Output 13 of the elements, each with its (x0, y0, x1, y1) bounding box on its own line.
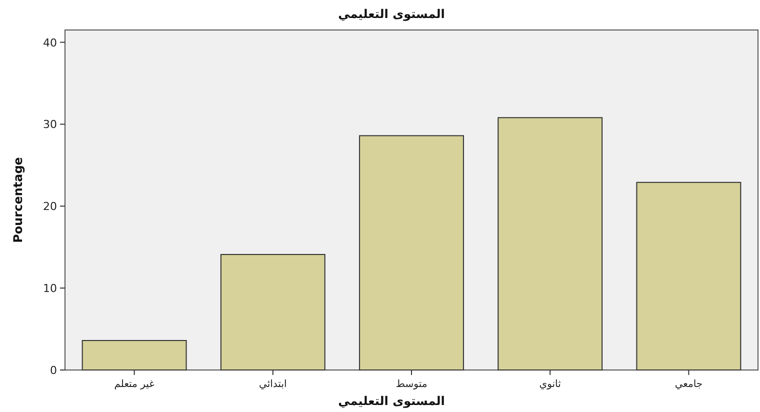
y-tick-label: 30 (43, 118, 57, 132)
x-tick-label: ابتدائي (259, 379, 287, 390)
x-axis-title: المستوى التعليمي (338, 394, 445, 408)
y-tick-label: 20 (43, 200, 57, 214)
x-tick-label: جامعي (674, 379, 703, 390)
x-tick-label: غير متعلم (114, 379, 154, 390)
chart-title: المستوى التعليمي (338, 7, 445, 21)
y-tick-label: 10 (43, 282, 57, 296)
x-tick-label: متوسط (396, 379, 428, 390)
y-tick-label: 0 (50, 364, 57, 377)
y-axis-title: Pourcentage (11, 157, 25, 243)
y-tick-label: 40 (43, 36, 57, 50)
x-tick-label: ثانوي (539, 379, 562, 390)
